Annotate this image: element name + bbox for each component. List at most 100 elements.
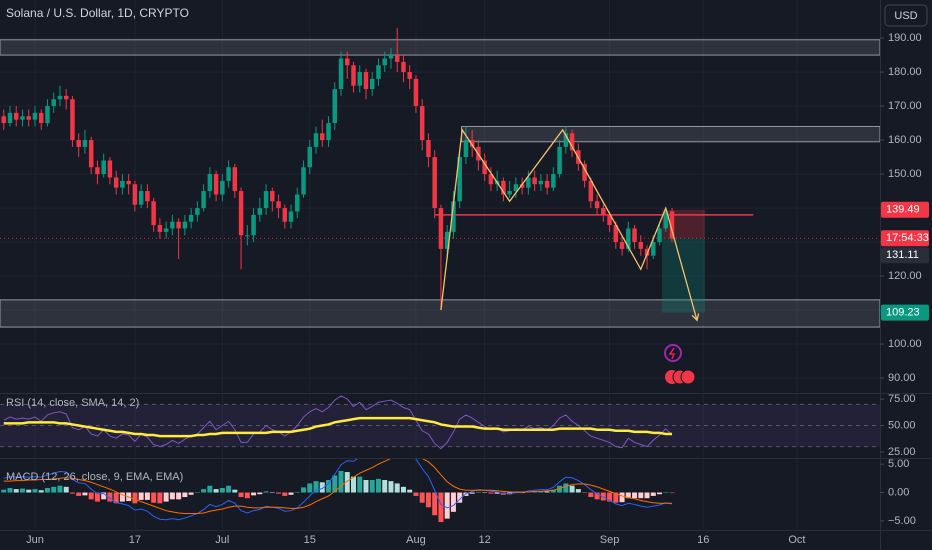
- currency-button[interactable]: [884, 4, 928, 27]
- macd-histogram-bar: [550, 489, 556, 493]
- macd-tick-label: −5.00: [888, 515, 916, 527]
- candle-body: [195, 208, 200, 215]
- candle-body: [213, 174, 219, 195]
- candle-body: [45, 106, 50, 124]
- x-tick-label: Sep: [600, 534, 620, 546]
- candle-body: [132, 184, 138, 205]
- macd-histogram-bar: [357, 476, 363, 493]
- candle-body: [63, 95, 69, 100]
- macd-histogram-bar: [276, 492, 282, 494]
- macd-histogram-bar: [438, 492, 444, 523]
- y-tick-label: 150.00: [888, 168, 922, 180]
- candle-body: [270, 191, 275, 202]
- candle-body: [176, 221, 181, 229]
- macd-histogram-bar: [282, 492, 288, 496]
- macd-histogram-bar: [388, 481, 394, 493]
- candle-body: [532, 177, 537, 185]
- macd-label: MACD (12, 26, close, 9, EMA, EMA): [6, 471, 183, 483]
- candle-body: [95, 167, 100, 175]
- event-icon[interactable]: [680, 369, 696, 385]
- macd-histogram-bar: [625, 492, 631, 499]
- y-tick-label: 180.00: [888, 66, 922, 78]
- candle-body: [526, 177, 531, 188]
- candle-body: [70, 99, 75, 141]
- macd-histogram-bar: [450, 492, 456, 512]
- x-tick-label: 16: [697, 534, 709, 546]
- candle-body: [38, 112, 44, 124]
- candle-body: [513, 184, 519, 192]
- zone: [461, 125, 880, 143]
- macd-histogram-bar: [644, 492, 650, 499]
- y-tick-label: 120.00: [888, 270, 922, 282]
- macd-histogram-bar: [469, 492, 475, 494]
- macd-histogram-bar: [563, 483, 569, 493]
- candle-body: [257, 208, 263, 215]
- macd-histogram-bar: [588, 492, 594, 498]
- candle-body: [463, 140, 469, 158]
- rsi-line: [3, 416, 673, 438]
- candle-body: [320, 133, 325, 141]
- macd-histogram-bar: [444, 492, 450, 519]
- macd-histogram-bar: [482, 492, 488, 494]
- macd-pane: [1, 459, 798, 529]
- x-tick-label: Jul: [215, 534, 229, 546]
- candle-body: [607, 214, 612, 226]
- candle-body: [519, 184, 525, 188]
- macd-histogram-bar: [400, 486, 406, 493]
- entry-label-bg: [881, 247, 929, 264]
- candle-body: [170, 221, 175, 229]
- candle-body: [651, 242, 656, 256]
- macd-histogram-bar: [375, 478, 381, 493]
- macd-histogram-bar: [151, 492, 157, 503]
- candle-body: [151, 201, 156, 226]
- macd-histogram-bar: [557, 485, 563, 493]
- candle-body: [282, 208, 288, 222]
- candle-body: [569, 133, 575, 151]
- candle-body: [201, 191, 206, 209]
- macd-histogram-bar: [394, 483, 400, 493]
- macd-histogram-bar: [369, 480, 375, 493]
- candle-body: [26, 116, 31, 120]
- candle-body: [301, 167, 306, 195]
- candle-body: [332, 89, 338, 124]
- candle-body: [632, 228, 637, 243]
- macd-histogram-bar: [226, 485, 232, 493]
- candle-body: [107, 160, 113, 178]
- macd-histogram-bar: [1, 489, 7, 493]
- macd-histogram-bar: [144, 492, 150, 500]
- candle-body: [407, 72, 412, 79]
- macd-histogram-bar: [69, 492, 75, 494]
- macd-histogram-bar: [251, 492, 257, 496]
- candle-body: [157, 225, 163, 232]
- candle-body: [88, 140, 94, 168]
- candle-body: [507, 191, 512, 195]
- macd-histogram-bar: [488, 492, 494, 494]
- macd-histogram-bar: [63, 486, 69, 493]
- macd-histogram-bar: [594, 492, 600, 500]
- lightning-icon[interactable]: [664, 344, 682, 362]
- price-pane: [0, 0, 880, 392]
- candle-body: [138, 191, 144, 205]
- candle-body: [626, 228, 631, 249]
- macd-histogram-bar: [188, 492, 194, 495]
- candle-body: [544, 180, 550, 188]
- macd-histogram-bar: [432, 492, 438, 516]
- macd-histogram-bar: [607, 492, 613, 502]
- candle-body: [120, 180, 125, 188]
- candle-body: [376, 65, 381, 79]
- macd-histogram-bar: [7, 487, 13, 493]
- target-zone: [662, 238, 706, 313]
- candle-body: [401, 61, 406, 73]
- currency-label[interactable]: USD: [894, 10, 917, 22]
- macd-histogram-bar: [457, 492, 463, 503]
- rsi-line: [3, 395, 673, 450]
- candle-body: [313, 133, 319, 147]
- candle-body: [413, 78, 419, 107]
- macd-histogram-bar: [301, 487, 307, 493]
- x-tick-label: 17: [129, 534, 141, 546]
- macd-histogram-bar: [19, 488, 25, 493]
- candle-body: [557, 146, 562, 175]
- macd-histogram-bar: [119, 492, 125, 502]
